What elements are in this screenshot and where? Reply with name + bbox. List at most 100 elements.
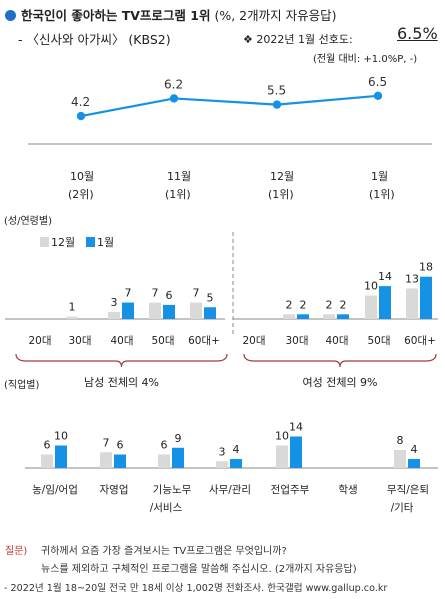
x-tick-label: 20대 xyxy=(28,335,51,347)
section-label: (성/연령별) xyxy=(4,215,52,227)
data-label: 5.5 xyxy=(267,84,286,98)
bar xyxy=(406,288,418,319)
trend-line-chart: 4.2 10월 (2위) 6.2 11월 (1위) 5.5 12월 (1위) 6.5 1월 (1위) xyxy=(28,75,432,201)
bar-value-label: 13 xyxy=(405,272,419,285)
x-tick-label: 11월 xyxy=(167,170,191,183)
program-name: - 〈신사와 아가씨〉 (KBS2) xyxy=(18,32,171,47)
title-note: (%, 2개까지 자유응답) xyxy=(214,8,337,23)
bar xyxy=(379,286,391,319)
bar-value-label: 2 xyxy=(286,298,293,311)
preference-label: ❖ 2022년 1월 선호도: xyxy=(243,33,353,46)
bar-value-label: 2 xyxy=(340,298,347,311)
x-tick-label: 기능노무 xyxy=(153,484,192,496)
question-line-2: 뉴스를 제외하고 구체적인 프로그램을 말씀해 주십시오. (2개까지 자유응답… xyxy=(41,564,357,575)
bar xyxy=(172,447,184,468)
bar-value-label: 10 xyxy=(54,430,68,443)
preference-value: 6.5% xyxy=(397,24,438,43)
x-tick-label: 12월 xyxy=(270,170,294,183)
bar-value-label: 7 xyxy=(103,436,110,449)
bar-value-label: 14 xyxy=(289,421,303,434)
bar-value-label: 4 xyxy=(411,443,418,456)
bar-value-label: 6 xyxy=(44,439,51,452)
group-label: 여성 전체의 9% xyxy=(302,376,377,389)
x-tick-label: 10월 xyxy=(70,170,94,183)
data-label: 6.2 xyxy=(164,77,183,91)
bar xyxy=(190,302,202,319)
data-point xyxy=(76,111,86,121)
x-tick-label: 50대 xyxy=(151,335,174,347)
bar xyxy=(230,459,242,468)
x-tick-label: 농/임/어업 xyxy=(32,483,78,496)
bar-value-label: 3 xyxy=(111,296,118,309)
x-tick-label: /서비스 xyxy=(150,502,183,514)
group-label: 남성 전체의 4% xyxy=(84,376,159,389)
data-point xyxy=(373,91,383,100)
bar-value-label: 8 xyxy=(397,434,404,447)
x-tick-label: 40대 xyxy=(325,335,348,347)
x-tick-label: 1월 xyxy=(371,170,388,183)
legend-swatch-jan xyxy=(86,237,95,247)
bar-value-label: 3 xyxy=(219,445,226,458)
bar-value-label: 18 xyxy=(419,261,433,274)
bar xyxy=(55,445,67,468)
bar-value-label: 10 xyxy=(364,280,378,293)
source-note: - 2022년 1월 18~20일 전국 만 18세 이상 1,002명 전화조… xyxy=(4,583,388,594)
bar-value-label: 6 xyxy=(166,289,173,302)
bar xyxy=(337,314,349,319)
x-tick-label: 50대 xyxy=(367,335,390,347)
x-tick-label: (1위) xyxy=(369,188,395,201)
bar-value-label: 10 xyxy=(275,430,289,443)
bar-value-label: 7 xyxy=(193,287,200,300)
legend-swatch-dec xyxy=(40,237,49,247)
group-bracket xyxy=(15,353,228,368)
bar-value-label: 1 xyxy=(69,301,76,314)
data-label: 6.5 xyxy=(368,75,387,89)
x-tick-label: (2위) xyxy=(68,188,94,201)
question-label: 질문) xyxy=(5,546,28,557)
x-tick-label: 40대 xyxy=(110,335,133,347)
preference-change: (전월 대비: +1.0%P, -) xyxy=(313,54,418,65)
bar xyxy=(108,311,120,319)
bar-value-label: 7 xyxy=(125,287,132,300)
data-label: 4.2 xyxy=(71,95,90,109)
x-tick-label: 60대+ xyxy=(404,335,436,347)
data-point xyxy=(169,94,179,103)
x-tick-label: 30대 xyxy=(68,335,91,347)
x-tick-label: 자영업 xyxy=(100,483,129,496)
bar-value-label: 7 xyxy=(152,287,159,300)
x-tick-label: 20대 xyxy=(242,335,265,347)
bar xyxy=(158,454,170,468)
question-line-1: 귀하께서 요즘 가장 즐겨보시는 TV프로그램은 무엇입니까? xyxy=(41,546,287,557)
bar-value-label: 5 xyxy=(207,291,214,304)
bar-value-label: 14 xyxy=(378,270,392,283)
legend-label: 12월 xyxy=(51,236,75,249)
bar xyxy=(420,276,432,319)
bar-value-label: 4 xyxy=(233,443,240,456)
bar xyxy=(216,461,228,468)
x-tick-label: 무직/은퇴 xyxy=(387,484,429,496)
bar xyxy=(41,454,53,468)
x-tick-label: 30대 xyxy=(285,335,308,347)
trend-line xyxy=(80,94,379,118)
bar xyxy=(163,304,175,319)
x-tick-label: (1위) xyxy=(165,188,191,201)
x-tick-label: 전업주부 xyxy=(271,483,310,496)
x-tick-label: 60대+ xyxy=(188,335,220,347)
bar xyxy=(66,316,78,319)
bar xyxy=(408,459,420,468)
bar-value-label: 9 xyxy=(175,432,182,445)
x-tick-label: (1위) xyxy=(268,188,294,201)
x-tick-label: 사무/관리 xyxy=(209,484,251,496)
bar xyxy=(114,454,126,468)
chart-title: 한국인이 좋아하는 TV프로그램 1위 (%, 2개까지 자유응답) xyxy=(5,5,336,24)
bar-value-label: 6 xyxy=(117,439,124,452)
bar xyxy=(283,314,295,319)
bar-value-label: 2 xyxy=(326,298,333,311)
bar-value-label: 2 xyxy=(300,298,307,311)
x-tick-label: 학생 xyxy=(338,484,357,496)
x-tick-label: /기타 xyxy=(391,502,414,514)
section-label: (직업별) xyxy=(4,378,40,391)
bar xyxy=(323,314,335,319)
